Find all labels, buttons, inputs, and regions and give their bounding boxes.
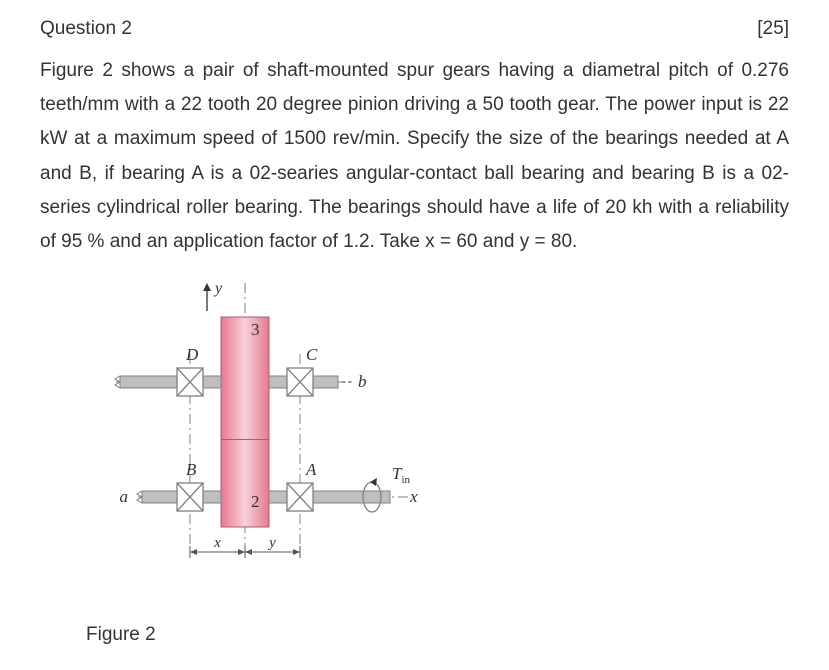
figure-container: yxy32DCBAabxTin Figure 2 bbox=[80, 277, 789, 646]
svg-text:a: a bbox=[120, 487, 129, 506]
svg-text:x: x bbox=[409, 487, 418, 506]
figure-caption: Figure 2 bbox=[86, 624, 789, 646]
figure-svg: yxy32DCBAabxTin bbox=[80, 277, 440, 597]
svg-text:y: y bbox=[267, 535, 276, 551]
svg-text:2: 2 bbox=[251, 492, 260, 511]
svg-text:A: A bbox=[305, 460, 317, 479]
svg-text:y: y bbox=[213, 280, 223, 297]
svg-text:C: C bbox=[306, 345, 318, 364]
svg-text:B: B bbox=[186, 460, 197, 479]
question-title: Question 2 bbox=[40, 18, 132, 40]
question-marks: [25] bbox=[757, 18, 789, 40]
page: Question 2 [25] Figure 2 shows a pair of… bbox=[0, 0, 829, 656]
svg-text:D: D bbox=[185, 345, 199, 364]
svg-text:Tin: Tin bbox=[392, 464, 411, 486]
question-body: Figure 2 shows a pair of shaft-mounted s… bbox=[40, 54, 789, 259]
svg-text:b: b bbox=[358, 372, 367, 391]
question-header: Question 2 [25] bbox=[40, 18, 789, 40]
svg-text:x: x bbox=[213, 535, 221, 551]
svg-text:3: 3 bbox=[251, 320, 260, 339]
